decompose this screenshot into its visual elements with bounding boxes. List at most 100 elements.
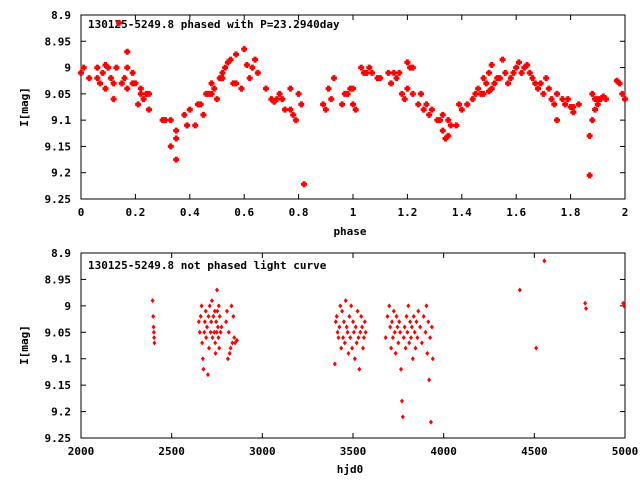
data-point bbox=[426, 111, 433, 118]
data-point bbox=[202, 329, 207, 335]
data-point bbox=[211, 85, 218, 92]
x-tick-label: 4000 bbox=[430, 445, 457, 458]
data-point bbox=[173, 127, 180, 134]
data-point bbox=[208, 90, 215, 97]
data-point bbox=[389, 345, 394, 351]
data-point bbox=[102, 85, 109, 92]
y-tick-label: 8.95 bbox=[45, 35, 72, 48]
data-point bbox=[447, 122, 454, 129]
data-point bbox=[273, 96, 280, 103]
phased-y-axis-label: I[mag] bbox=[18, 87, 31, 127]
data-point bbox=[398, 90, 405, 97]
data-point bbox=[529, 75, 536, 82]
y-tick-label: 9.2 bbox=[51, 406, 71, 419]
data-point bbox=[339, 345, 344, 351]
data-point bbox=[344, 324, 349, 330]
data-point bbox=[246, 75, 253, 82]
data-point bbox=[225, 356, 230, 362]
data-point bbox=[424, 303, 429, 309]
data-point bbox=[408, 319, 413, 325]
data-point bbox=[151, 313, 156, 319]
data-point bbox=[200, 340, 205, 346]
data-point bbox=[151, 329, 156, 335]
data-point bbox=[328, 96, 335, 103]
y-tick-label: 9.1 bbox=[51, 353, 71, 366]
data-point bbox=[181, 111, 188, 118]
data-point bbox=[146, 106, 152, 113]
data-point bbox=[332, 361, 337, 367]
data-point bbox=[204, 335, 209, 341]
data-point bbox=[480, 75, 487, 82]
data-point bbox=[554, 90, 560, 97]
x-tick-label: 0.8 bbox=[289, 206, 309, 219]
data-point bbox=[290, 111, 297, 118]
data-point bbox=[105, 64, 112, 71]
data-point bbox=[341, 335, 346, 341]
data-point bbox=[475, 85, 482, 92]
data-point bbox=[217, 313, 222, 319]
data-point bbox=[358, 329, 363, 335]
data-point bbox=[234, 337, 239, 343]
data-point bbox=[540, 90, 547, 97]
data-point bbox=[346, 350, 351, 356]
data-point bbox=[483, 80, 490, 87]
data-point bbox=[348, 335, 353, 341]
data-point bbox=[548, 96, 555, 103]
data-point bbox=[458, 106, 465, 113]
data-point bbox=[94, 64, 101, 71]
data-point bbox=[403, 345, 408, 351]
data-point bbox=[570, 104, 577, 110]
data-point bbox=[335, 329, 340, 335]
data-point bbox=[210, 335, 215, 341]
data-point bbox=[526, 69, 533, 76]
y-tick-label: 8.95 bbox=[45, 273, 72, 286]
x-tick-label: 2 bbox=[622, 206, 629, 219]
data-point bbox=[279, 96, 286, 103]
data-point bbox=[243, 61, 250, 68]
data-point bbox=[393, 75, 400, 82]
x-tick-label: 0 bbox=[78, 206, 85, 219]
data-point bbox=[427, 377, 432, 383]
data-point bbox=[419, 340, 424, 346]
data-point bbox=[592, 106, 599, 113]
data-point bbox=[350, 85, 356, 92]
phased-chart-title: 130125-5249.8 phased with P=23.2940day bbox=[88, 18, 340, 31]
data-point bbox=[619, 90, 626, 97]
data-point bbox=[418, 324, 423, 330]
data-point bbox=[200, 356, 205, 362]
data-point bbox=[124, 48, 131, 55]
data-point bbox=[124, 64, 131, 71]
data-point bbox=[409, 335, 414, 341]
data-point bbox=[333, 319, 338, 325]
data-point bbox=[342, 340, 347, 346]
data-point bbox=[428, 335, 433, 341]
data-point bbox=[232, 335, 237, 341]
data-point bbox=[554, 117, 560, 124]
data-point bbox=[198, 313, 203, 319]
y-tick-label: 9.05 bbox=[45, 326, 72, 339]
data-point bbox=[352, 106, 359, 113]
data-point bbox=[110, 96, 117, 103]
data-point bbox=[173, 156, 180, 163]
data-point bbox=[453, 122, 460, 129]
data-point bbox=[360, 324, 365, 330]
data-point bbox=[167, 143, 174, 150]
y-tick-label: 9.15 bbox=[45, 140, 72, 153]
data-point bbox=[359, 313, 364, 319]
data-point bbox=[377, 75, 384, 82]
data-point bbox=[411, 313, 416, 319]
data-point bbox=[469, 96, 476, 103]
data-point bbox=[397, 319, 402, 325]
data-point bbox=[534, 345, 539, 351]
data-point bbox=[345, 329, 350, 335]
x-tick-label: 0.6 bbox=[234, 206, 254, 219]
data-point bbox=[137, 90, 144, 97]
data-point bbox=[230, 340, 235, 346]
data-point bbox=[152, 340, 157, 346]
data-point bbox=[409, 64, 416, 71]
data-point bbox=[426, 319, 431, 325]
unphased-x-axis-label: hjd0 bbox=[337, 463, 364, 476]
data-point bbox=[219, 75, 226, 82]
data-point bbox=[385, 69, 392, 76]
